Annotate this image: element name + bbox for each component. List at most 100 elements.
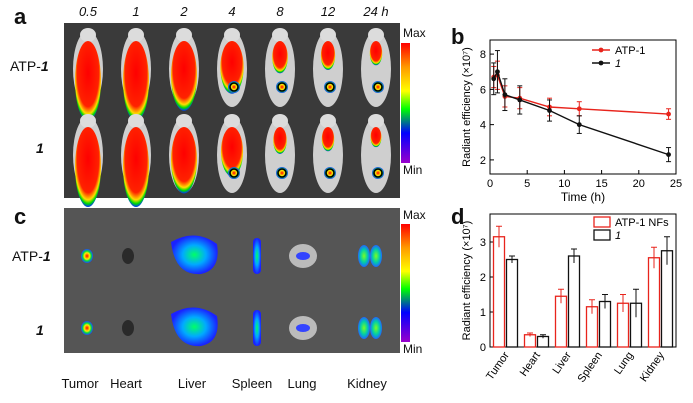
organ-label: Tumor	[61, 376, 99, 391]
tumor-marker	[325, 82, 335, 92]
organ-tumor	[81, 321, 93, 335]
bar	[492, 236, 506, 348]
legend-marker	[598, 47, 604, 53]
fluorescence-signal	[321, 126, 335, 152]
time-label: 2	[180, 4, 188, 19]
chart-d: 0 1 2 3 Radiant efficiency (×10⁷) Tumor Heart L…	[461, 213, 677, 385]
plot-frame	[489, 213, 677, 348]
mouse-head	[80, 28, 96, 42]
legend-label: 1	[615, 230, 621, 242]
mouse-head	[224, 28, 240, 42]
data-point	[666, 111, 671, 117]
panel-c-image-frame	[64, 208, 400, 353]
fluorescence-signal	[220, 41, 244, 94]
tumor-marker	[373, 82, 383, 92]
mouse-head	[272, 28, 288, 42]
panel-a-colorbar	[401, 43, 410, 163]
organ-label: Liver	[177, 376, 207, 391]
tumor-marker	[277, 168, 287, 178]
y-tick-label: 3	[480, 237, 486, 249]
organ-label: Heart	[110, 376, 142, 391]
organ-lung-signal	[296, 324, 310, 332]
panel-c-letter: c	[14, 204, 27, 229]
panel-d-letter: d	[451, 204, 465, 229]
panel-c-colorbar	[401, 224, 410, 342]
panel-a-row2-label: 1	[36, 140, 44, 156]
organ-tumor	[81, 249, 93, 263]
panel-c-organs-grid	[81, 235, 382, 347]
data-point	[502, 92, 508, 98]
tumor-marker	[229, 82, 239, 92]
panel-a-row1-label: ATP-1	[10, 58, 49, 74]
data-point	[491, 76, 497, 82]
organ-kidney-right	[370, 317, 382, 339]
category-label: Tumor	[484, 350, 512, 383]
mouse-head	[224, 114, 240, 128]
y-tick-label: 4	[480, 120, 486, 132]
fluorescence-signal	[220, 127, 244, 177]
panel-a-mice-grid	[73, 28, 391, 207]
x-tick-label: 10	[558, 178, 570, 190]
panel-a-colorbar-max: Max	[403, 26, 426, 40]
x-tick-label: 5	[524, 178, 530, 190]
organ-kidney-right	[370, 245, 382, 267]
organ-label: Spleen	[231, 376, 273, 391]
fluorescence-signal	[273, 127, 287, 154]
y-tick-label: 6	[480, 84, 486, 96]
category-label: Lung	[612, 350, 636, 377]
data-point	[495, 69, 500, 75]
fluorescence-signal	[123, 41, 149, 121]
organ-label: Kidney	[347, 376, 387, 391]
organ-spleen	[253, 238, 261, 274]
x-tick-label: 15	[595, 178, 607, 190]
time-label: 12	[320, 4, 336, 19]
panel-c-row1-label: ATP-1	[12, 248, 51, 264]
data-point	[666, 152, 671, 158]
mouse-head	[320, 114, 336, 128]
x-tick-label: 25	[670, 178, 682, 190]
fluorescence-signal	[75, 127, 101, 207]
time-label: 24 h	[363, 4, 389, 19]
mouse-head	[368, 114, 384, 128]
y-tick-label: 2	[480, 272, 486, 284]
plot-frame	[489, 39, 677, 175]
organ-spleen	[253, 310, 261, 346]
bar	[505, 258, 519, 348]
mouse-head	[80, 114, 96, 128]
time-label: 1	[132, 4, 140, 19]
time-label: 0.5	[78, 4, 98, 19]
time-label: 4	[228, 4, 236, 19]
tumor-marker	[325, 168, 335, 178]
fluorescence-signal	[75, 41, 101, 121]
fluorescence-signal	[171, 127, 197, 194]
organ-liver	[171, 235, 218, 275]
fluorescence-signal	[370, 127, 382, 148]
mouse-head	[128, 114, 144, 128]
tumor-marker	[277, 82, 287, 92]
legend-label: ATP-1 NFs	[615, 217, 669, 229]
category-label: Spleen	[575, 350, 604, 385]
mouse-head	[176, 114, 192, 128]
x-axis-label: Time (h)	[561, 190, 605, 204]
legend-label: ATP-1	[615, 45, 645, 57]
organ-kidney-left	[358, 317, 370, 339]
organ-heart	[122, 248, 134, 264]
time-label: 8	[276, 4, 284, 19]
category-label: Kidney	[638, 349, 667, 384]
bar	[647, 257, 661, 348]
y-axis-label: Radiant efficiency (×10⁷)	[461, 221, 473, 341]
organ-label: Lung	[287, 376, 317, 391]
mouse-head	[320, 28, 336, 42]
y-tick-label: 1	[480, 307, 486, 319]
organ-lung-signal	[296, 252, 310, 260]
data-point	[547, 108, 552, 113]
y-tick-label: 8	[480, 49, 486, 61]
panel-b-letter: b	[451, 24, 465, 49]
tumor-marker	[373, 168, 383, 178]
fluorescence-signal	[272, 41, 288, 74]
fluorescence-signal	[369, 41, 383, 66]
bar	[660, 250, 674, 348]
y-tick-label: 2	[480, 155, 486, 167]
category-label: Heart	[518, 350, 543, 379]
